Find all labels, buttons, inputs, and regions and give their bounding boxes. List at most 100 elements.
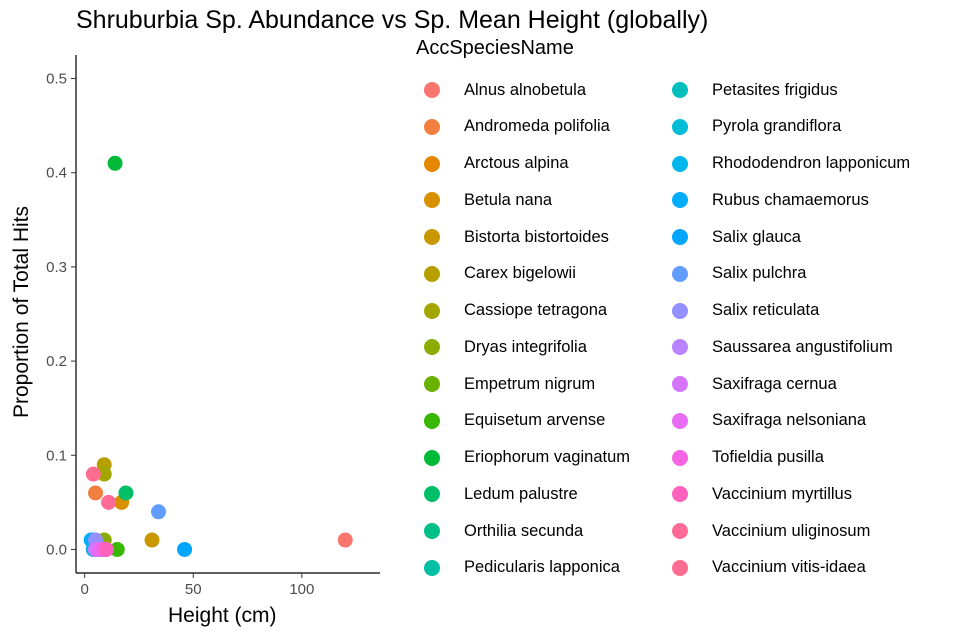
- legend-swatch: [424, 229, 440, 245]
- legend-swatch: [424, 192, 440, 209]
- legend-swatch: [424, 302, 440, 319]
- legend-item: Vaccinium uliginosum: [672, 516, 870, 546]
- legend-label: Rhododendron lapponicum: [712, 154, 911, 172]
- legend-swatch: [672, 486, 688, 503]
- data-point: [177, 541, 193, 557]
- legend-item: Salix reticulata: [672, 296, 819, 326]
- legend-swatch: [672, 412, 688, 429]
- legend-swatch: [672, 302, 688, 319]
- data-point: [118, 485, 134, 501]
- data-point: [109, 541, 125, 557]
- legend-item: Saxifraga cernua: [672, 369, 837, 399]
- legend-swatch: [424, 449, 440, 466]
- legend-swatch: [424, 82, 440, 98]
- legend-swatch: [672, 192, 688, 209]
- legend-swatch: [672, 82, 688, 98]
- legend-label: Orthilia secunda: [464, 521, 584, 540]
- data-point: [98, 541, 114, 557]
- legend-item: Petasites frigidus: [672, 75, 838, 105]
- y-tick-label: 0.0: [46, 541, 67, 558]
- legend-label: Tofieldia pusilla: [712, 448, 824, 466]
- legend-label: Saxifraga nelsoniana: [712, 411, 867, 430]
- legend-swatch: [672, 449, 688, 466]
- legend-label: Andromeda polifolia: [464, 117, 610, 136]
- legend-item: Ledum palustre: [424, 479, 578, 509]
- legend-item: Pyrola grandiflora: [672, 112, 841, 142]
- legend-label: Salix pulchra: [712, 264, 807, 283]
- legend-item: Vaccinium myrtillus: [672, 479, 852, 509]
- legend-swatch: [424, 559, 440, 576]
- legend-item: Saussarea angustifolium: [672, 332, 893, 362]
- legend-item: Dryas integrifolia: [424, 332, 587, 362]
- legend-swatch: [424, 412, 440, 429]
- legend-swatch: [424, 486, 440, 503]
- legend-label: Carex bigelowii: [464, 264, 576, 283]
- data-point: [144, 532, 160, 548]
- data-point: [88, 485, 104, 501]
- legend-item: Equisetum arvense: [424, 406, 605, 436]
- x-tick-label: 0: [81, 581, 89, 598]
- legend-swatch: [424, 523, 440, 539]
- legend-item: Bistorta bistortoides: [424, 222, 609, 252]
- x-axis-label: Height (cm): [168, 604, 277, 627]
- data-point: [337, 532, 353, 548]
- legend-title: AccSpeciesName: [416, 37, 574, 59]
- y-tick-label: 0.5: [46, 71, 67, 88]
- legend-label: Saussarea angustifolium: [712, 337, 893, 356]
- legend-swatch: [672, 265, 688, 282]
- legend-swatch: [672, 559, 688, 576]
- legend-label: Vaccinium myrtillus: [712, 484, 852, 503]
- legend-swatch: [672, 155, 688, 172]
- legend-label: Salix glauca: [712, 227, 801, 246]
- x-tick-label: 50: [185, 581, 202, 598]
- legend-item: Vaccinium vitis-idaea: [672, 553, 866, 583]
- legend-label: Vaccinium vitis-idaea: [712, 558, 866, 577]
- legend-item: Pedicularis lapponica: [424, 553, 620, 583]
- data-points: [83, 155, 353, 557]
- legend-item: Cassiope tetragona: [424, 296, 607, 326]
- legend-item: Arctous alpina: [424, 149, 569, 179]
- legend-swatch: [424, 376, 440, 392]
- legend-item: Saxifraga nelsoniana: [672, 406, 866, 436]
- y-tick-label: 0.1: [46, 447, 67, 464]
- legend-label: Dryas integrifolia: [464, 337, 587, 356]
- y-tick-label: 0.4: [46, 165, 67, 182]
- legend-label: Alnus alnobetula: [464, 80, 587, 99]
- legend-swatch: [672, 118, 688, 135]
- legend-item: Betula nana: [424, 185, 552, 215]
- legend-label: Rubus chamaemorus: [712, 190, 869, 209]
- data-point: [101, 494, 117, 510]
- legend-swatch: [672, 229, 688, 245]
- legend-swatch: [672, 339, 688, 356]
- legend-label: Saxifraga cernua: [712, 374, 837, 393]
- legend-label: Empetrum nigrum: [464, 374, 596, 393]
- legend-label: Vaccinium uliginosum: [712, 521, 871, 540]
- data-point: [107, 155, 123, 171]
- legend-item: Carex bigelowii: [424, 259, 576, 289]
- legend-label: Equisetum arvense: [464, 411, 606, 430]
- legend-label: Cassiope tetragona: [464, 301, 608, 319]
- legend-item: Andromeda polifolia: [424, 112, 610, 142]
- legend-item: Eriophorum vaginatum: [424, 443, 630, 473]
- legend-label: Betula nana: [464, 190, 553, 209]
- legend-label: Bistorta bistortoides: [464, 227, 609, 246]
- legend-swatch: [424, 265, 440, 282]
- legend-item: Empetrum nigrum: [424, 369, 595, 399]
- legend-label: Eriophorum vaginatum: [464, 448, 630, 466]
- chart-title: Shruburbia Sp. Abundance vs Sp. Mean Hei…: [76, 6, 709, 34]
- legend-label: Salix reticulata: [712, 301, 820, 319]
- legend-label: Arctous alpina: [464, 154, 569, 172]
- legend-label: Pedicularis lapponica: [464, 558, 620, 577]
- x-tick-label: 100: [289, 581, 314, 598]
- legend-swatch: [424, 339, 440, 356]
- legend-item: Salix glauca: [672, 222, 801, 252]
- legend-swatch: [424, 118, 440, 135]
- y-axis-label: Proportion of Total Hits: [10, 205, 33, 419]
- legend-swatch: [672, 523, 688, 539]
- data-point: [96, 466, 112, 482]
- y-tick-label: 0.3: [46, 259, 67, 276]
- y-tick-label: 0.2: [46, 353, 67, 370]
- legend-label: Pyrola grandiflora: [712, 117, 842, 136]
- legend-item: Orthilia secunda: [424, 516, 583, 546]
